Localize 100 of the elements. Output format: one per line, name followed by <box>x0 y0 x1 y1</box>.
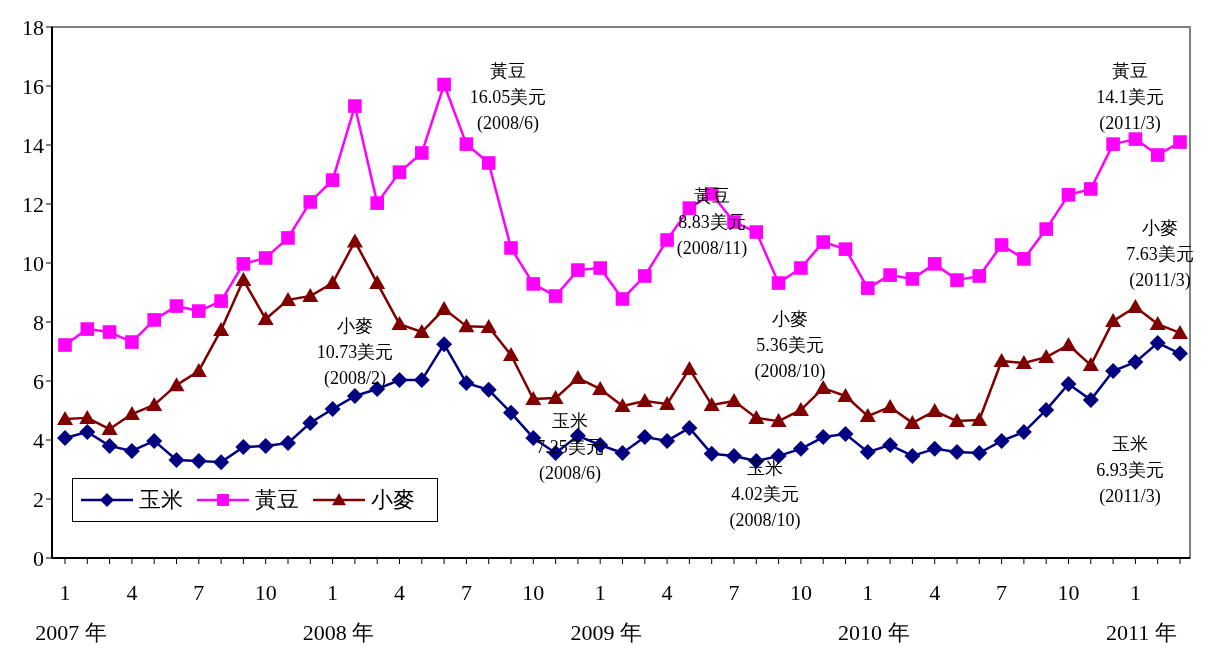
point <box>369 275 386 290</box>
point <box>1149 316 1166 331</box>
point <box>525 391 542 405</box>
y-tick-label: 16 <box>22 73 44 99</box>
point <box>503 404 519 421</box>
point <box>1149 334 1166 351</box>
y-tick-label: 4 <box>33 427 44 453</box>
y-tick-label: 10 <box>22 250 44 276</box>
point <box>1061 188 1076 202</box>
point <box>79 409 96 424</box>
point <box>80 322 95 336</box>
point <box>927 257 942 271</box>
point <box>102 325 117 339</box>
point <box>101 421 118 436</box>
point <box>1128 132 1143 146</box>
point <box>837 426 854 443</box>
legend-label: 玉米 <box>139 486 183 514</box>
point <box>1150 148 1165 162</box>
point <box>950 273 964 287</box>
point <box>569 370 586 385</box>
point <box>480 381 497 398</box>
point <box>905 272 920 286</box>
point <box>547 390 564 405</box>
point <box>681 360 698 375</box>
point <box>1038 401 1055 418</box>
point <box>437 77 451 92</box>
annotation: 小麥 10.73美元 (2008/2) <box>315 315 395 390</box>
point <box>503 347 519 362</box>
point <box>348 99 362 113</box>
point <box>324 401 341 418</box>
point <box>125 335 139 349</box>
y-tick-label: 0 <box>33 545 44 571</box>
y-tick-label: 14 <box>22 132 44 158</box>
point <box>190 452 207 469</box>
point <box>638 269 652 283</box>
point <box>636 393 653 408</box>
point <box>972 269 987 283</box>
point <box>748 409 765 424</box>
point <box>481 156 496 170</box>
point <box>1060 375 1077 392</box>
point <box>391 316 408 331</box>
point <box>1127 354 1144 371</box>
point <box>213 321 230 336</box>
x-tick-label: 4 <box>394 580 405 605</box>
point <box>280 291 296 306</box>
point <box>1060 337 1077 352</box>
point <box>659 432 676 449</box>
point <box>370 196 384 210</box>
legend-label: 黃豆 <box>255 486 299 514</box>
x-tick-label: 10 <box>1057 580 1080 605</box>
point <box>1127 298 1144 313</box>
point <box>1105 362 1122 379</box>
point <box>236 257 251 271</box>
point <box>1015 355 1032 370</box>
point <box>458 318 475 333</box>
x-tick-label: 10 <box>789 580 812 605</box>
point <box>325 173 340 187</box>
point <box>792 401 809 416</box>
point <box>794 261 808 275</box>
point <box>660 233 674 247</box>
point <box>123 442 140 459</box>
point <box>593 261 607 275</box>
point <box>346 388 363 405</box>
point <box>57 411 73 426</box>
point <box>883 268 897 282</box>
point <box>213 454 230 471</box>
point <box>147 313 161 327</box>
point <box>993 432 1010 449</box>
x-tick-label: 1 2010 年 <box>838 580 910 645</box>
point <box>1106 137 1120 151</box>
point <box>391 372 408 389</box>
point <box>703 445 720 462</box>
y-tick-label: 2 <box>33 486 44 512</box>
point <box>192 304 206 318</box>
point <box>146 432 163 449</box>
point <box>659 396 676 411</box>
y-tick-label: 12 <box>22 191 44 217</box>
point <box>815 380 832 395</box>
point <box>1105 313 1122 328</box>
x-tick-label: 1 2011 年 <box>1106 580 1177 645</box>
point <box>415 146 429 160</box>
point <box>882 398 899 413</box>
point <box>703 396 720 411</box>
point <box>571 263 585 277</box>
point <box>770 413 787 428</box>
x-tick-label: 7 <box>728 580 740 605</box>
point <box>168 377 185 392</box>
point <box>614 444 631 461</box>
point <box>146 396 163 411</box>
annotation: 黃豆 14.1美元 (2011/3) <box>1095 60 1165 135</box>
point <box>971 444 988 461</box>
point <box>235 272 252 287</box>
point <box>392 165 407 179</box>
point <box>258 251 273 265</box>
x-tick-label: 4 <box>126 580 138 605</box>
point <box>480 319 497 334</box>
point <box>1082 357 1099 372</box>
x-tick-label: 1 2008 年 <box>302 580 375 645</box>
x-tick-label: 7 <box>193 580 205 605</box>
annotation: 小麥 5.36美元 (2008/10) <box>753 308 827 383</box>
